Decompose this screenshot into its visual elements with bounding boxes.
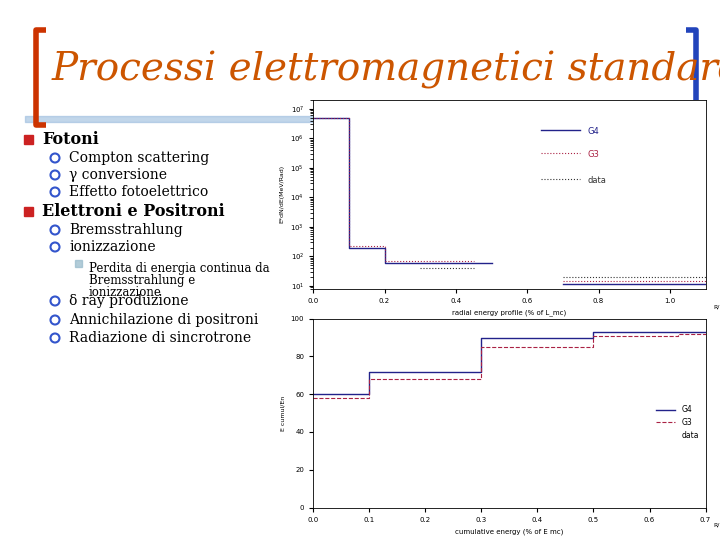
Text: Perdita di energia continua da: Perdita di energia continua da xyxy=(89,262,269,275)
Text: Compton scattering: Compton scattering xyxy=(69,151,210,165)
Text: Bremsstrahlung e: Bremsstrahlung e xyxy=(89,274,195,287)
Text: G3: G3 xyxy=(588,150,600,159)
Text: Processi elettromagnetici standard: Processi elettromagnetici standard xyxy=(52,51,720,89)
Text: ⁻: ⁻ xyxy=(493,116,500,129)
Text: ionizzazione: ionizzazione xyxy=(89,286,162,299)
Bar xyxy=(24,206,32,215)
Text: Effetto fotoelettrico: Effetto fotoelettrico xyxy=(69,185,208,199)
X-axis label: radial energy profile (% of L_mc): radial energy profile (% of L_mc) xyxy=(452,309,567,316)
Text: δ ray produzione: δ ray produzione xyxy=(69,294,189,308)
Text: R/Rad: R/Rad xyxy=(714,523,720,528)
Y-axis label: E cumul/En: E cumul/En xyxy=(280,395,285,431)
Legend: G4, G3, data: G4, G3, data xyxy=(653,402,702,443)
Text: Bremsstrahlung: Bremsstrahlung xyxy=(69,223,183,237)
Text: data: data xyxy=(588,176,607,185)
Text: Fotoni: Fotoni xyxy=(42,132,99,148)
Text: ionizzazione: ionizzazione xyxy=(69,240,156,254)
Text: Radiazione di sincrotrone: Radiazione di sincrotrone xyxy=(69,331,251,345)
Text: G4: G4 xyxy=(588,127,600,136)
Text: in acqua: in acqua xyxy=(502,118,573,132)
Text: Annichilazione di positroni: Annichilazione di positroni xyxy=(69,313,258,327)
Text: R/Rad: R/Rad xyxy=(714,304,720,309)
Text: γ conversione: γ conversione xyxy=(69,168,167,182)
Bar xyxy=(24,134,32,144)
Bar xyxy=(74,260,81,267)
X-axis label: cumulative energy (% of E mc): cumulative energy (% of E mc) xyxy=(455,528,564,535)
Text: Elettroni e Positroni: Elettroni e Positroni xyxy=(42,204,225,220)
Text: Profilo dello sciame, 1 GeV e: Profilo dello sciame, 1 GeV e xyxy=(340,118,565,132)
Y-axis label: E*dN/dE(MeV/Rad): E*dN/dE(MeV/Rad) xyxy=(280,165,285,224)
